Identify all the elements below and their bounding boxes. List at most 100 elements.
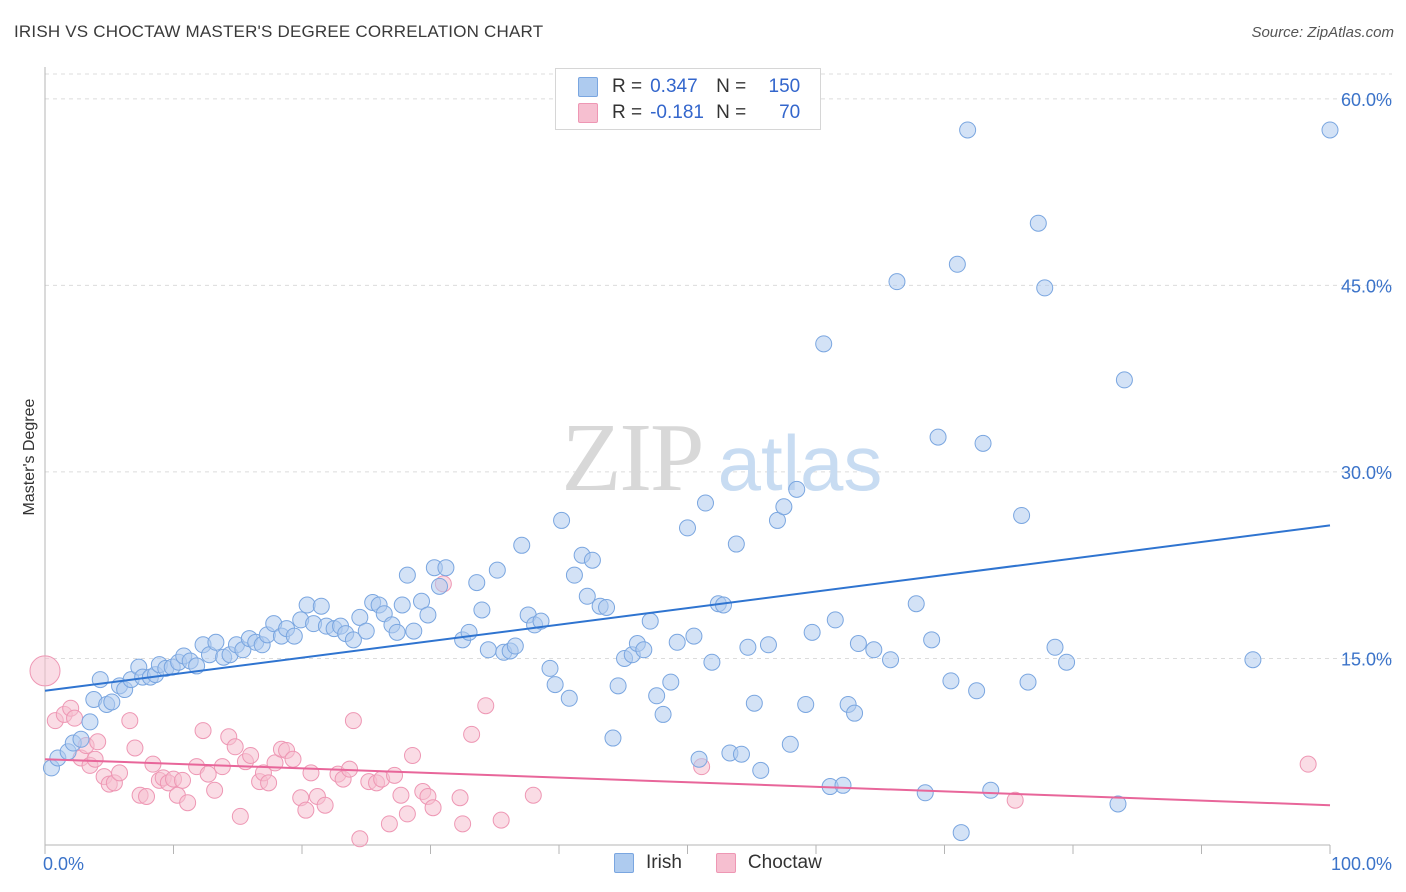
choctaw-point — [477, 697, 495, 715]
irish-point — [1046, 638, 1064, 656]
irish-point — [849, 635, 867, 653]
irish-point — [565, 566, 583, 584]
svg-text:ZIP: ZIP — [562, 404, 703, 512]
irish-swatch — [614, 853, 634, 873]
choctaw-point — [1006, 791, 1024, 809]
choctaw-swatch — [578, 103, 598, 123]
source-label: Source: ZipAtlas.com — [1251, 24, 1394, 41]
irish-point — [888, 273, 906, 291]
choctaw-point — [86, 750, 104, 768]
y-tick-label: 30.0% — [1341, 463, 1392, 483]
irish-point — [846, 704, 864, 722]
irish-point — [775, 498, 793, 516]
irish-point — [1036, 279, 1054, 297]
irish-point — [968, 682, 986, 700]
irish-point — [654, 705, 672, 723]
irish-point — [834, 776, 852, 794]
chart-title: IRISH VS CHOCTAW MASTER'S DEGREE CORRELA… — [14, 22, 544, 41]
n-label: N = — [716, 76, 747, 97]
irish-point — [405, 622, 423, 640]
choctaw-point — [231, 807, 249, 825]
irish-point — [1019, 673, 1037, 691]
irish-point — [1029, 214, 1047, 232]
irish-series — [42, 121, 1339, 842]
irish-point — [759, 636, 777, 654]
choctaw-point — [89, 733, 107, 751]
irish-point — [648, 687, 666, 705]
irish-point — [1013, 506, 1031, 524]
irish-point — [768, 511, 786, 529]
tick-labels: 15.0% 30.0% 45.0% 60.0% 0.0% 100.0% — [43, 90, 1392, 874]
legend-item-irish[interactable]: Irish — [614, 852, 682, 874]
irish-point — [826, 611, 844, 629]
irish-point — [929, 428, 947, 446]
choctaw-point — [451, 789, 469, 807]
irish-point — [81, 713, 99, 731]
irish-point — [546, 676, 564, 694]
irish-point — [72, 730, 90, 748]
irish-point — [1244, 651, 1262, 669]
choctaw-point — [404, 746, 422, 764]
irish-point — [696, 494, 714, 512]
irish-point — [745, 694, 763, 712]
irish-point — [473, 601, 491, 619]
choctaw-point — [284, 750, 302, 768]
n-value: 70 — [779, 102, 801, 123]
irish-point — [679, 519, 696, 537]
irish-point — [948, 255, 966, 273]
legend-row-choctaw: R = -0.181 N = 70 — [578, 100, 800, 126]
stats-legend: R = 0.347 N = 150 R = -0.181 N = 70 — [555, 68, 821, 130]
irish-point — [982, 781, 1000, 799]
irish-point — [703, 653, 721, 671]
irish-point — [668, 633, 686, 651]
x-tick-label: 0.0% — [43, 854, 84, 874]
axes — [44, 67, 1331, 854]
legend-item-choctaw[interactable]: Choctaw — [715, 852, 822, 874]
n-value: 150 — [768, 76, 801, 97]
irish-point — [604, 729, 622, 747]
irish-point — [1321, 121, 1339, 139]
choctaw-point — [454, 815, 472, 833]
irish-point — [560, 689, 578, 707]
trend-lines — [44, 524, 1331, 807]
irish-point — [959, 121, 977, 139]
irish-point — [419, 606, 437, 624]
choctaw-point — [297, 801, 315, 819]
r-label: R = — [612, 102, 643, 123]
irish-point — [351, 608, 369, 626]
irish-point — [553, 511, 571, 529]
irish-point — [803, 623, 821, 641]
choctaw-point — [29, 655, 61, 687]
r-value: -0.181 — [650, 102, 704, 123]
choctaw-point — [302, 764, 320, 782]
irish-point — [690, 750, 708, 768]
irish-point — [1109, 795, 1127, 813]
irish-point — [430, 577, 448, 595]
irish-point — [942, 672, 960, 690]
choctaw-point — [386, 766, 404, 784]
choctaw-point — [121, 712, 139, 730]
choctaw-point — [524, 786, 542, 804]
irish-point — [357, 622, 375, 640]
irish-point — [1058, 653, 1076, 671]
irish-point — [207, 633, 225, 651]
irish-point — [781, 735, 799, 753]
choctaw-point — [111, 764, 129, 782]
legend-row-irish: R = 0.347 N = 150 — [578, 74, 800, 100]
x-tick-label: 100.0% — [1331, 854, 1392, 874]
series-legend: Irish Choctaw — [614, 852, 856, 874]
choctaw-point — [199, 765, 217, 783]
irish-point — [732, 745, 750, 763]
choctaw-point — [463, 725, 481, 743]
r-value: 0.347 — [650, 76, 698, 97]
choctaw-point — [392, 786, 410, 804]
irish-point — [635, 641, 653, 659]
y-axis-label: Master's Degree — [21, 398, 38, 515]
choctaw-point — [194, 722, 212, 740]
irish-point — [460, 623, 478, 641]
choctaw-point — [206, 781, 224, 799]
irish-point — [865, 641, 883, 659]
irish-point — [662, 673, 680, 691]
irish-point — [923, 631, 941, 649]
